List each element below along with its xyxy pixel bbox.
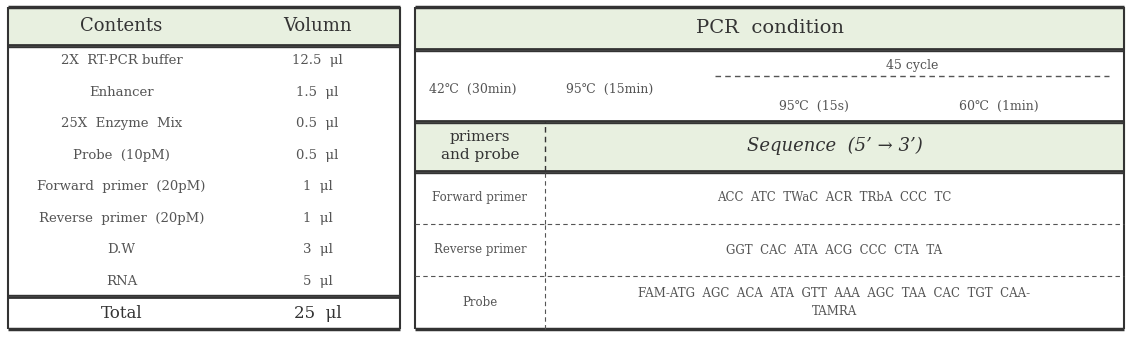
Bar	[415, 121, 1124, 171]
Text: Total: Total	[101, 305, 143, 321]
Text: 25X  Enzyme  Mix: 25X Enzyme Mix	[61, 117, 182, 130]
Text: ACC  ATC  TWaC  ACR  TRbA  CCC  TC: ACC ATC TWaC ACR TRbA CCC TC	[718, 191, 952, 204]
Text: Reverse  primer  (20pM): Reverse primer (20pM)	[38, 212, 204, 225]
Text: 1  μl: 1 μl	[302, 212, 333, 225]
Text: 95℃  (15s): 95℃ (15s)	[779, 99, 849, 113]
Text: RNA: RNA	[106, 275, 137, 288]
Text: Forward primer: Forward primer	[432, 191, 528, 204]
Text: D.W: D.W	[108, 243, 136, 256]
Text: 60℃  (1min): 60℃ (1min)	[959, 99, 1038, 113]
Text: Reverse primer: Reverse primer	[434, 244, 526, 256]
Text: GGT  CAC  ATA  ACG  CCC  CTA  TA: GGT CAC ATA ACG CCC CTA TA	[727, 244, 943, 256]
Text: 12.5  μl: 12.5 μl	[292, 54, 343, 67]
Text: Volumn: Volumn	[283, 17, 352, 35]
Bar	[8, 7, 400, 45]
Text: 3  μl: 3 μl	[302, 243, 333, 256]
Text: Contents: Contents	[80, 17, 163, 35]
Text: 25  μl: 25 μl	[293, 305, 342, 321]
Text: PCR  condition: PCR condition	[695, 19, 843, 37]
Text: Forward  primer  (20pM): Forward primer (20pM)	[37, 180, 206, 193]
Text: primers
and probe: primers and probe	[440, 130, 520, 162]
Text: 2X  RT-PCR buffer: 2X RT-PCR buffer	[61, 54, 182, 67]
Text: 0.5  μl: 0.5 μl	[297, 117, 338, 130]
Text: 45 cycle: 45 cycle	[886, 59, 938, 71]
Text: 1  μl: 1 μl	[302, 180, 333, 193]
Text: Probe: Probe	[462, 296, 498, 309]
Text: 95℃  (15min): 95℃ (15min)	[566, 83, 653, 95]
Text: Sequence  (5’ → 3’): Sequence (5’ → 3’)	[747, 137, 923, 155]
Text: Probe  (10pM): Probe (10pM)	[74, 149, 170, 162]
Text: 1.5  μl: 1.5 μl	[297, 86, 338, 99]
Text: 42℃  (30min): 42℃ (30min)	[429, 83, 516, 95]
Bar	[415, 7, 1124, 49]
Text: 0.5  μl: 0.5 μl	[297, 149, 338, 162]
Text: FAM-ATG  AGC  ACA  ATA  GTT  AAA  AGC  TAA  CAC  TGT  CAA-
TAMRA: FAM-ATG AGC ACA ATA GTT AAA AGC TAA CAC …	[638, 287, 1030, 318]
Text: Enhancer: Enhancer	[89, 86, 154, 99]
Text: 5  μl: 5 μl	[302, 275, 333, 288]
